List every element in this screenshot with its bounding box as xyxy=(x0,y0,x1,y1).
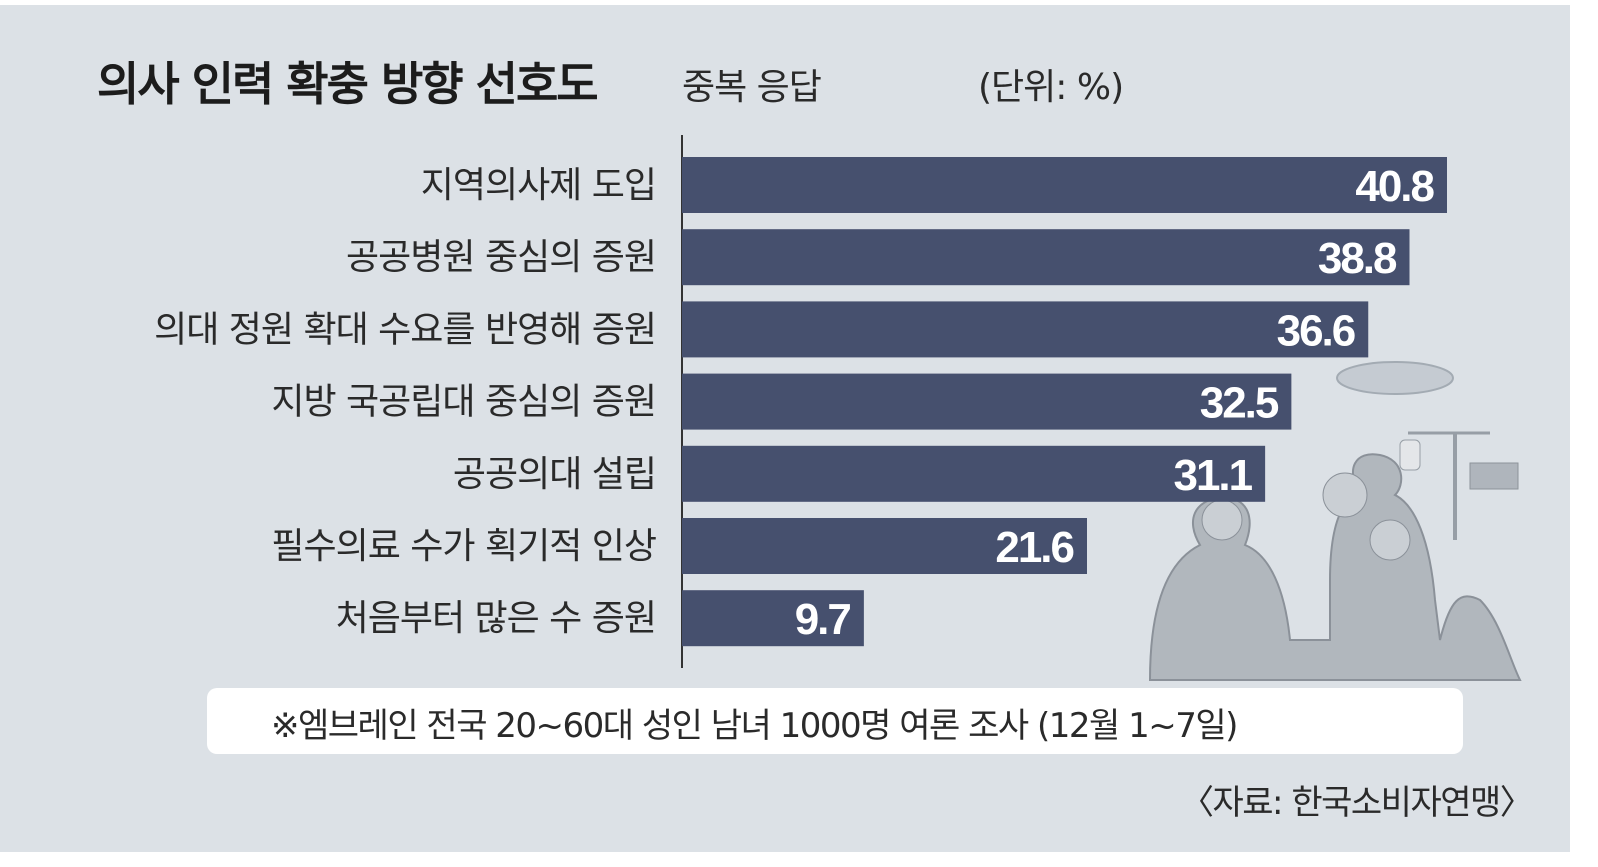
chart-title: 의사 인력 확충 방향 선호도 xyxy=(97,57,599,111)
category-label: 지방 국공립대 중심의 증원 xyxy=(271,382,656,423)
value-label: 9.7 xyxy=(795,595,851,644)
bar xyxy=(682,445,1266,502)
iv-bag-icon xyxy=(1399,439,1421,471)
value-label: 38.8 xyxy=(1318,234,1397,283)
category-label: 공공병원 중심의 증원 xyxy=(346,237,656,278)
source-label: 〈자료: 한국소비자연맹〉 xyxy=(1180,783,1534,823)
survey-note: ※엠브레인 전국 20~60대 성인 남녀 1000명 여론 조사 (12월 1… xyxy=(271,706,1238,746)
surgeon-head-icon xyxy=(1369,519,1411,561)
category-label: 필수의료 수가 획기적 인상 xyxy=(271,526,656,567)
monitor-icon xyxy=(1469,462,1519,490)
bar xyxy=(682,590,864,647)
bar xyxy=(682,518,1087,574)
category-label: 공공의대 설립 xyxy=(453,454,656,495)
chart-subtitle: 중복 응답 xyxy=(682,67,822,108)
bar xyxy=(682,229,1410,286)
surgeon-head-icon xyxy=(1201,499,1243,541)
value-label: 36.6 xyxy=(1277,306,1355,355)
category-label: 의대 정원 확대 수요를 반영해 증원 xyxy=(154,309,656,350)
category-label: 처음부터 많은 수 증원 xyxy=(336,598,656,639)
survey-note-box: ※엠브레인 전국 20~60대 성인 남녀 1000명 여론 조사 (12월 1… xyxy=(207,688,1463,754)
bar xyxy=(682,301,1369,358)
value-label: 31.1 xyxy=(1173,451,1252,500)
category-label: 지역의사제 도입 xyxy=(421,165,656,206)
surgeon-head-icon xyxy=(1322,472,1368,518)
unit-label: (단위: %) xyxy=(978,67,1124,108)
surgeon-illustration xyxy=(1148,361,1522,681)
value-label: 21.6 xyxy=(995,523,1073,572)
surgical-lamp-icon xyxy=(1336,361,1454,395)
bar xyxy=(682,157,1447,213)
bar xyxy=(682,373,1292,430)
value-label: 40.8 xyxy=(1355,162,1434,211)
bars-group: 지역의사제 도입 40.8 공공병원 중심의 증원 38.8 의대 정원 확대 수요를 … xyxy=(154,157,1447,647)
value-label: 32.5 xyxy=(1200,379,1279,428)
